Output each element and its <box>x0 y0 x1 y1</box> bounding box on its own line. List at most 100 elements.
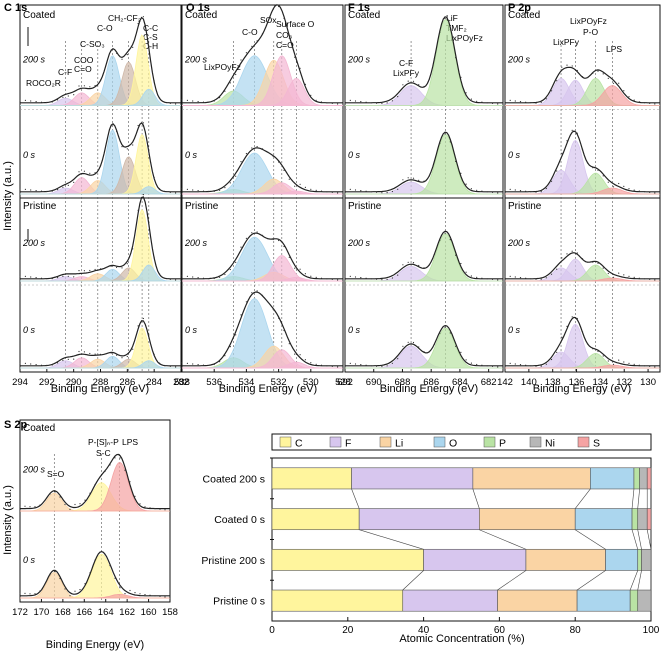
C1s-data-point <box>121 267 123 269</box>
bar-x-tick-label: 60 <box>494 625 506 636</box>
P2p-data-point <box>633 276 635 278</box>
C1s-data-point <box>175 366 177 368</box>
F1s-data-point <box>476 276 478 278</box>
bar-category-label: Coated 0 s <box>214 514 265 526</box>
P2p-tick-label: 140 <box>521 377 537 388</box>
x-axis-label-f1s: Binding Energy (eV) <box>380 383 478 395</box>
O1s-component-peak <box>182 190 343 195</box>
O1s-data-point <box>315 276 317 278</box>
F1s-tick-label: 690 <box>366 377 382 388</box>
C1s-data-point <box>19 362 21 364</box>
O1s-data-point <box>283 245 285 248</box>
S2p-data-point <box>119 587 121 589</box>
F1s-data-point <box>465 359 467 361</box>
O1s-tick-label: 536 <box>206 377 222 388</box>
F1s-data-point <box>444 18 446 20</box>
C1s-data-point <box>57 189 59 191</box>
C1s-tick-label: 282 <box>173 377 189 388</box>
atomic-concentration-chart: C F Li O P Ni S Coated 200 s Coated 0 s Pristine … <box>201 433 660 636</box>
O1s-data-point <box>261 294 264 296</box>
O1s-data-point <box>326 191 328 193</box>
P2p-data-point <box>540 278 542 280</box>
c1s-label-ch2cf2: CH₂-CF₂ <box>108 13 141 23</box>
bar-segment-F <box>423 548 527 571</box>
F1s-data-point <box>491 278 494 280</box>
C1s-data-point <box>40 101 43 103</box>
bar-connector-line <box>574 488 591 509</box>
C1s-time-label: 200 s <box>22 238 46 248</box>
bar-segment-F <box>402 589 498 612</box>
S2p-data-point <box>119 457 121 459</box>
C1s-data-point <box>158 362 161 364</box>
P2p-data-point <box>597 262 599 264</box>
bar-connector-line <box>575 529 606 550</box>
P2p-data-point <box>566 253 568 255</box>
F1s-data-point <box>418 84 420 86</box>
F1s-envelope-curve <box>345 131 503 193</box>
O1s-data-point <box>213 363 215 366</box>
legend-label-S: S <box>593 438 600 450</box>
C1s-data-point <box>126 355 128 358</box>
O1s-data-point <box>186 362 188 364</box>
P2p-data-point <box>504 188 506 190</box>
atomic-legend: C F Li O P Ni S <box>271 433 652 451</box>
C1s-data-point <box>83 351 85 353</box>
F1s-data-point <box>476 100 478 102</box>
S2p-data-point <box>89 492 91 494</box>
P2p-data-point <box>592 72 594 74</box>
S2p-component-peak <box>20 461 170 512</box>
P2p-data-point <box>576 69 578 72</box>
P2p-component-peak <box>505 85 660 106</box>
C1s-data-point <box>110 352 112 354</box>
C1s-data-point <box>164 277 166 279</box>
F1s-data-point <box>449 29 451 31</box>
F1s-data-point <box>444 326 446 328</box>
F1s-data-point <box>481 190 483 192</box>
S2p-data-point <box>99 551 101 553</box>
S2p-data-point <box>99 476 101 478</box>
bar-segment-S <box>646 508 652 531</box>
F1s-data-point <box>402 264 404 266</box>
F1s-time-label: 0 s <box>348 150 361 160</box>
O1s-data-point <box>181 188 183 190</box>
O1s-data-point <box>272 155 274 157</box>
P2p-data-point <box>535 102 537 104</box>
P2p-data-point <box>649 102 651 104</box>
C1s-time-label: 200 s <box>22 54 46 64</box>
c1s-label-cso3: C-SO₃ <box>80 39 105 49</box>
P2p-data-point <box>581 76 584 78</box>
C1s-data-point <box>62 96 64 98</box>
F1s-data-point <box>376 191 378 193</box>
P2p-data-point <box>576 252 578 254</box>
F1s-data-point <box>360 277 362 279</box>
O1s-tick-label: 532 <box>271 377 287 388</box>
S2p-data-point <box>109 565 111 567</box>
P2p-data-point <box>659 104 661 106</box>
C1s-data-point <box>83 270 85 272</box>
O1s-data-point <box>224 273 226 276</box>
P2p-data-point <box>623 361 625 363</box>
F1s-data-point <box>502 280 504 282</box>
P2p-data-point <box>607 181 609 183</box>
P2p-data-point <box>530 365 532 367</box>
O1s-data-point <box>229 346 231 348</box>
O1s-data-point <box>240 246 242 248</box>
P2p-data-point <box>530 102 532 104</box>
bar-category-label: Pristine 200 s <box>201 555 265 567</box>
O1s-data-point <box>342 193 344 195</box>
C1s-data-point <box>105 267 107 269</box>
C1s-data-point <box>137 325 139 327</box>
F1s-data-point <box>481 364 483 366</box>
bar-segment-C <box>271 589 404 612</box>
S2p-data-point <box>34 593 36 595</box>
C1s-data-point <box>164 101 166 103</box>
F1s-data-point <box>412 177 415 179</box>
O1s-data-point <box>331 278 333 280</box>
S2p-data-point <box>19 505 21 507</box>
O1s-time-label: 0 s <box>185 150 198 160</box>
C1s-data-point <box>35 190 37 192</box>
C1s-data-point <box>105 144 107 146</box>
bar-segment-Li <box>525 548 606 571</box>
panel-C1s: Coated Pristine 200 s 0 s 200 s 0 s 294 292 290 2… <box>12 4 189 388</box>
C1s-data-point <box>158 188 161 190</box>
